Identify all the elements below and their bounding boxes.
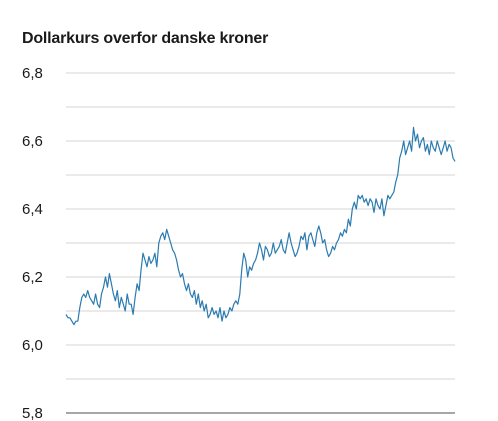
y-axis-ticks: 6,8 6,6 6,4 6,2 6,0 5,8 (22, 65, 43, 421)
y-tick-label: 6,4 (22, 201, 43, 218)
series-line (65, 126, 456, 326)
y-tick-label: 6,8 (22, 65, 43, 82)
y-tick-label: 5,8 (22, 405, 43, 421)
y-tick-label: 6,0 (22, 337, 43, 354)
y-tick-label: 6,2 (22, 269, 43, 286)
chart-title: Dollarkurs overfor danske kroner (22, 30, 269, 47)
y-tick-label: 6,6 (22, 133, 43, 150)
gridlines (66, 72, 455, 414)
